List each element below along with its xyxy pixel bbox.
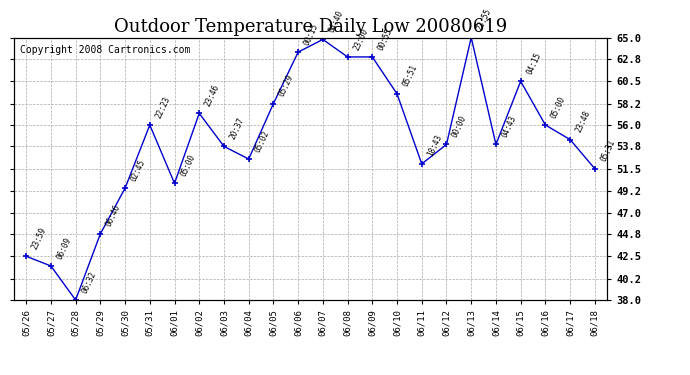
Text: 04:40: 04:40 xyxy=(327,9,345,34)
Text: 06:09: 06:09 xyxy=(55,236,73,260)
Text: 22:23: 22:23 xyxy=(154,94,172,120)
Text: 04:43: 04:43 xyxy=(500,114,518,139)
Text: 20:37: 20:37 xyxy=(228,116,246,141)
Text: 00:00: 00:00 xyxy=(451,114,469,139)
Title: Outdoor Temperature Daily Low 20080619: Outdoor Temperature Daily Low 20080619 xyxy=(114,18,507,36)
Text: 06:46: 06:46 xyxy=(104,204,122,228)
Text: 05:00: 05:00 xyxy=(179,153,197,178)
Text: 23:00: 23:00 xyxy=(352,27,370,51)
Text: 02:45: 02:45 xyxy=(129,158,147,183)
Text: 23:55: 23:55 xyxy=(475,7,493,32)
Text: 05:29: 05:29 xyxy=(277,73,295,98)
Text: 23:59: 23:59 xyxy=(30,226,48,251)
Text: 05:31: 05:31 xyxy=(599,138,617,163)
Text: 05:51: 05:51 xyxy=(401,64,419,88)
Text: Copyright 2008 Cartronics.com: Copyright 2008 Cartronics.com xyxy=(20,45,190,56)
Text: 23:46: 23:46 xyxy=(204,83,221,108)
Text: 23:48: 23:48 xyxy=(574,109,592,134)
Text: 05:00: 05:00 xyxy=(549,94,567,120)
Text: 18:43: 18:43 xyxy=(426,134,444,158)
Text: 00:15: 00:15 xyxy=(302,22,320,46)
Text: 00:55: 00:55 xyxy=(377,27,395,51)
Text: 05:02: 05:02 xyxy=(253,129,270,153)
Text: 06:32: 06:32 xyxy=(80,270,98,294)
Text: 04:15: 04:15 xyxy=(525,51,543,76)
